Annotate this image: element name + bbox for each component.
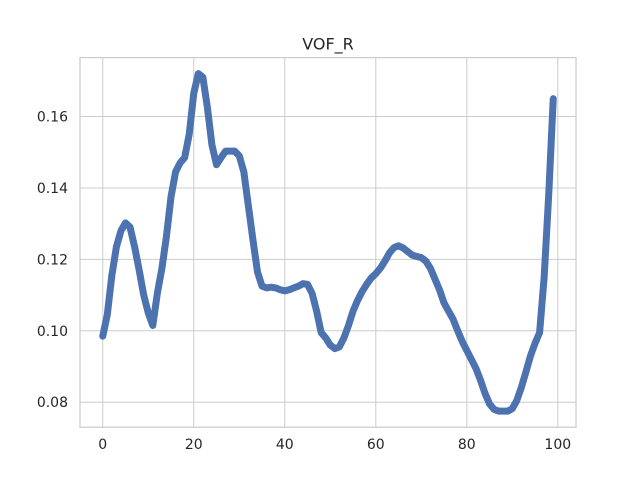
plot-frame (79, 56, 577, 428)
y-tick-label: 0.14 (37, 181, 68, 197)
x-axis-tick-labels: 0 20 40 60 80 100 (98, 437, 571, 453)
x-tick-label: 40 (276, 437, 294, 453)
x-tick-label: 100 (544, 437, 571, 453)
x-tick-label: 60 (367, 437, 385, 453)
x-tick-label: 20 (185, 437, 203, 453)
y-tick-label: 0.16 (37, 110, 68, 126)
y-tick-label: 0.12 (37, 252, 68, 268)
series-line (99, 70, 557, 415)
x-tick-label: 0 (98, 437, 107, 453)
y-tick-label: 0.08 (37, 395, 68, 411)
y-tick-label: 0.10 (37, 324, 68, 340)
chart-title: VOF_R (302, 35, 354, 55)
grid (80, 57, 576, 428)
x-tick-label: 80 (458, 437, 476, 453)
series-layer (99, 70, 557, 415)
y-axis-tick-labels: 0.08 0.10 0.12 0.14 0.16 (37, 110, 68, 412)
